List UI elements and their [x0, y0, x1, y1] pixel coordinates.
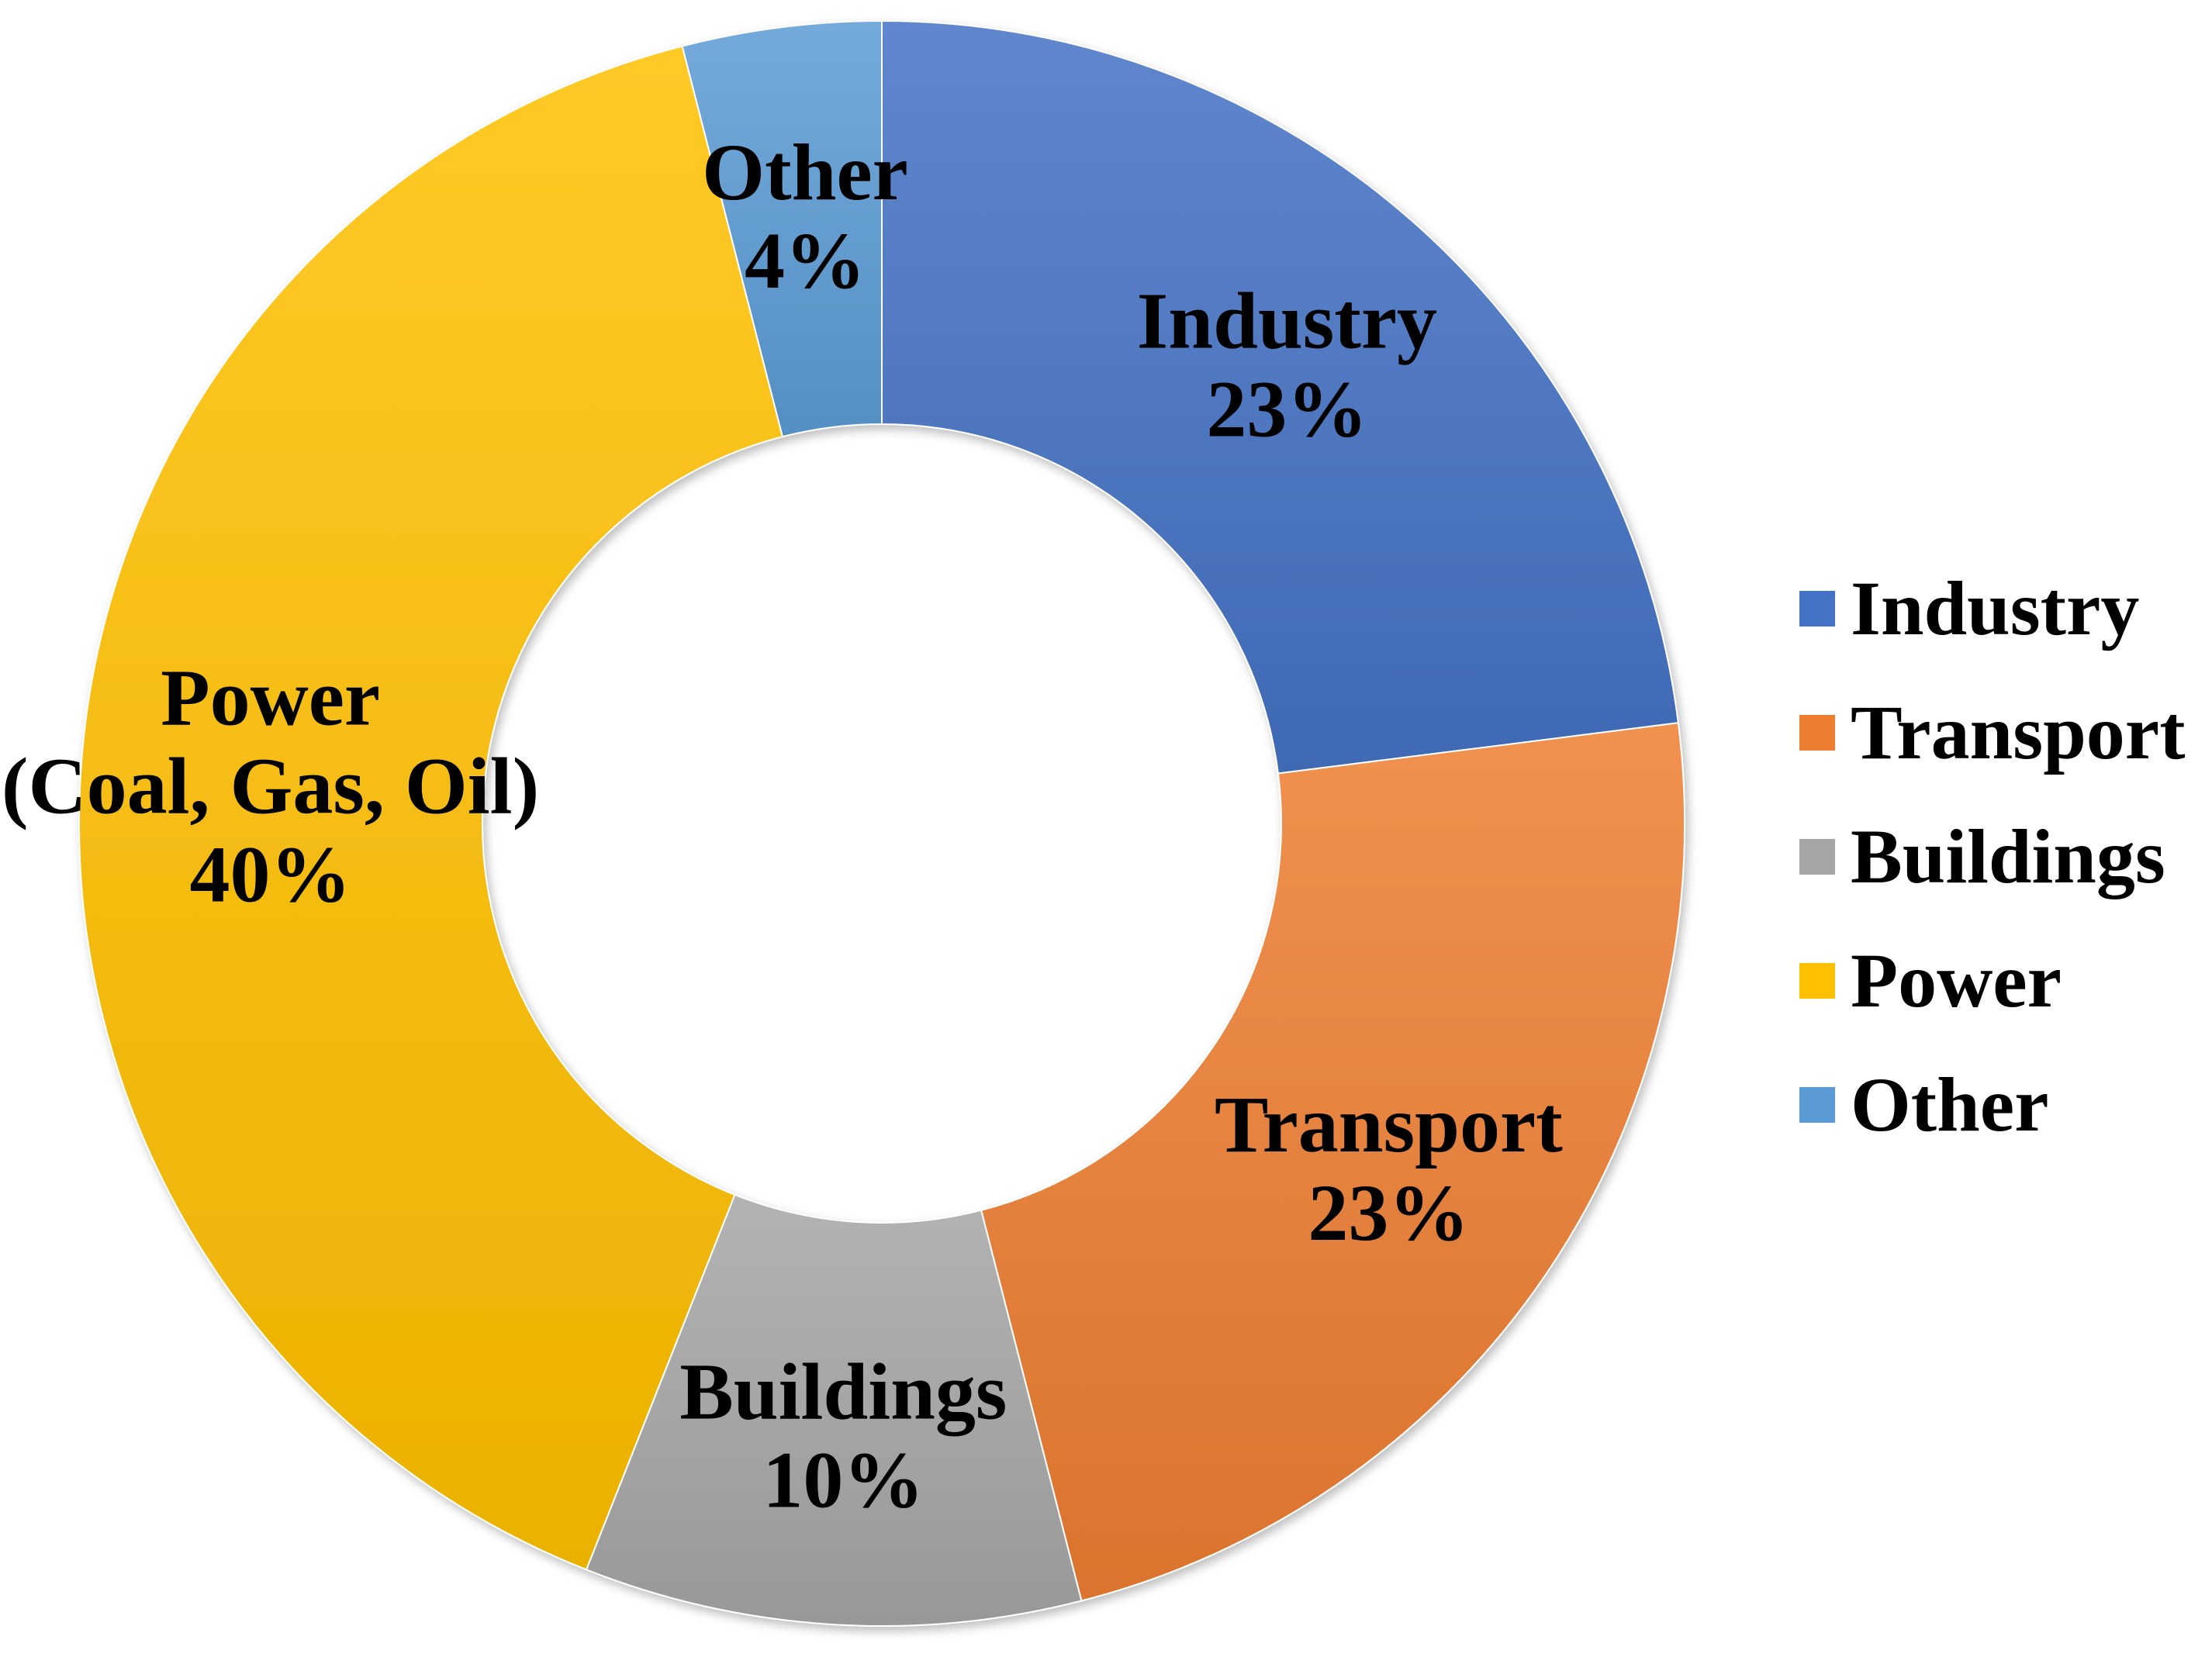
chart-legend: Industry Transport Buildings Power Other — [1799, 547, 2203, 1167]
slice-label-line: Transport — [1215, 1080, 1563, 1169]
slice-label-line: Other — [702, 128, 908, 217]
legend-item-industry: Industry — [1799, 547, 2203, 671]
slice-label-transport: Transport 23% — [1215, 1080, 1563, 1258]
slice-label-line: 40% — [190, 830, 351, 919]
slice-label-line: 23% — [1206, 364, 1367, 454]
legend-swatch-other — [1799, 1087, 1835, 1123]
legend-swatch-power — [1799, 963, 1835, 999]
legend-item-power: Power — [1799, 919, 2203, 1043]
legend-swatch-buildings — [1799, 839, 1835, 875]
legend-swatch-industry — [1799, 591, 1835, 627]
slice-labels: Industry 23%Transport 23%Buildings 10%Power… — [2, 128, 1563, 1524]
legend-item-other: Other — [1799, 1043, 2203, 1167]
slice-label-line: 10% — [762, 1435, 924, 1524]
slice-transport — [980, 722, 1685, 1602]
legend-label-buildings: Buildings — [1851, 813, 2165, 899]
slice-buildings — [585, 1193, 1083, 1627]
slice-label-line: Power — [161, 653, 380, 742]
legend-item-transport: Transport — [1799, 671, 2203, 795]
slice-label-line: 23% — [1308, 1169, 1469, 1258]
slice-label-buildings: Buildings 10% — [679, 1347, 1007, 1524]
legend-label-industry: Industry — [1851, 565, 2140, 651]
slice-label-line: (Coal, Gas, Oil) — [2, 741, 539, 830]
slice-other — [681, 19, 883, 438]
legend-label-power: Power — [1851, 937, 2062, 1024]
slice-industry — [881, 19, 1679, 775]
legend-label-other: Other — [1851, 1062, 2049, 1148]
legend-swatch-transport — [1799, 715, 1835, 751]
slice-label-line: Industry — [1137, 276, 1437, 365]
slice-label-line: Buildings — [679, 1347, 1007, 1436]
legend-item-buildings: Buildings — [1799, 795, 2203, 919]
slice-power — [78, 45, 784, 1571]
donut-slices — [78, 19, 1685, 1627]
slice-label-power: Power (Coal, Gas, Oil) 40% — [2, 653, 539, 919]
slice-label-line: 4% — [745, 216, 866, 306]
slice-label-industry: Industry 23% — [1137, 276, 1437, 454]
legend-label-transport: Transport — [1851, 689, 2186, 775]
slice-label-other: Other 4% — [702, 128, 908, 306]
